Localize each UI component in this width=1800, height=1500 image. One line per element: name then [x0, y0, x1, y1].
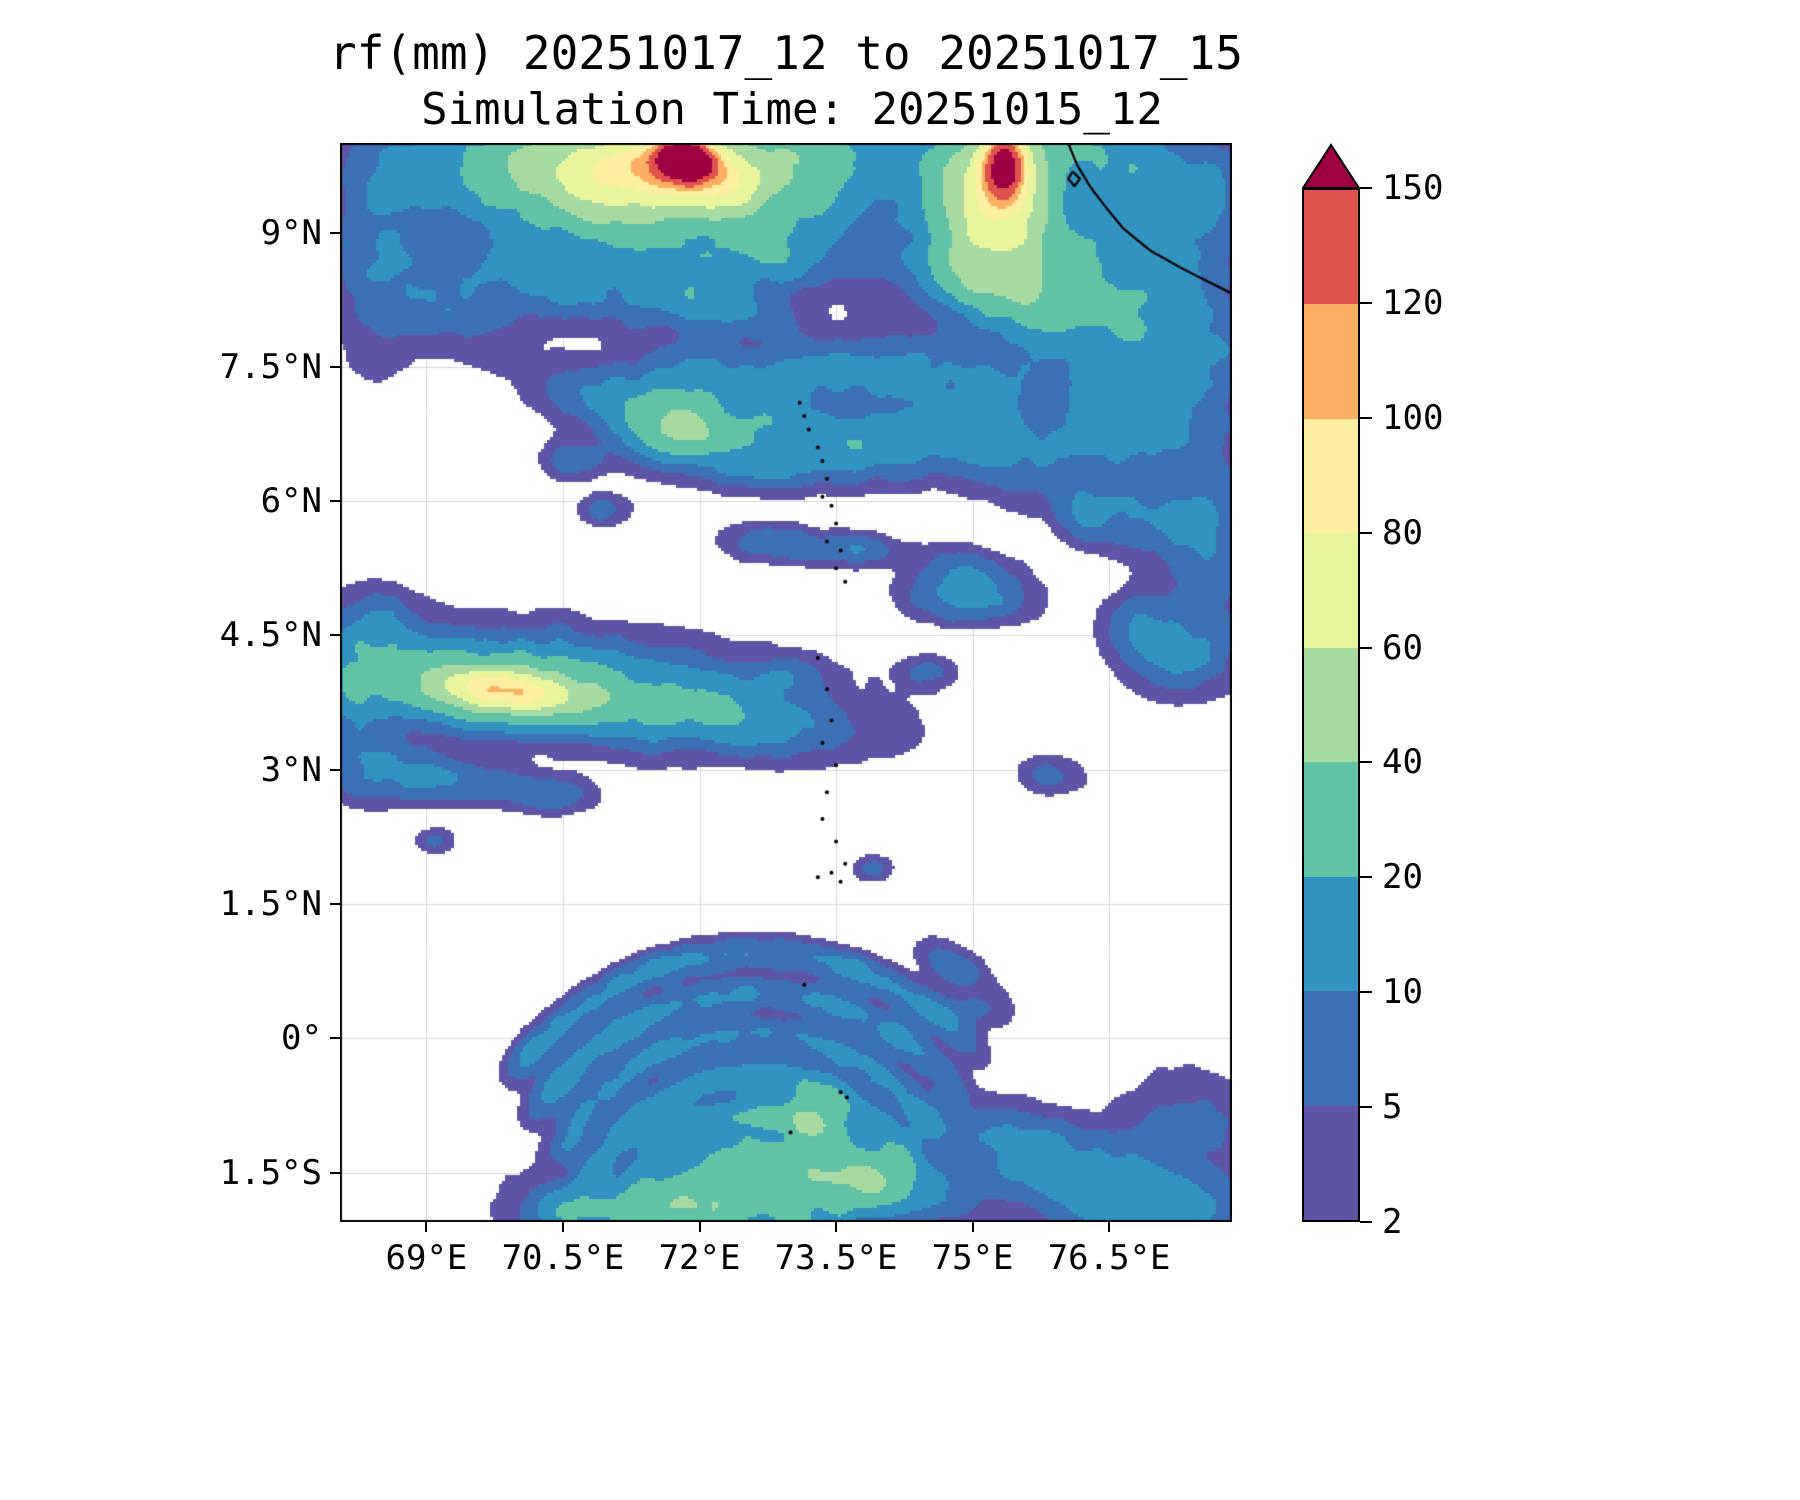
x-tick-label: 75°E [931, 1238, 1014, 1278]
y-tick-mark [330, 231, 340, 234]
colorbar-tick-label: 60 [1382, 627, 1423, 668]
y-tick-label: 9°N [260, 212, 322, 253]
colorbar-tick-label: 80 [1382, 512, 1423, 553]
colorbar: 2 5 10 20 40 60 80 100 120 150 [1302, 143, 1522, 1242]
colorbar-tick-label: 120 [1382, 282, 1444, 323]
map-canvas [340, 143, 1232, 1222]
colorbar-tick-mark [1360, 416, 1372, 419]
y-tick-mark [330, 634, 340, 637]
colorbar-segment [1304, 190, 1358, 305]
colorbar-tick-label: 5 [1382, 1087, 1403, 1128]
colorbar-segment [1304, 1105, 1358, 1220]
colorbar-tick-mark [1360, 1221, 1372, 1223]
y-tick-label: 1.5°S [219, 1152, 322, 1193]
x-tick-mark [971, 1222, 974, 1232]
colorbar-tick-mark [1360, 646, 1372, 649]
colorbar-tick-label: 150 [1382, 168, 1444, 208]
y-tick-mark [330, 1171, 340, 1174]
y-tick-mark [330, 1037, 340, 1040]
colorbar-segment [1304, 762, 1358, 877]
colorbar-tick-mark [1360, 991, 1372, 994]
y-tick-mark [330, 903, 340, 906]
y-tick-mark [330, 500, 340, 503]
colorbar-tick-label: 100 [1382, 397, 1444, 438]
x-tick-mark [698, 1222, 701, 1232]
x-tick-mark [425, 1222, 428, 1232]
colorbar-tick-mark [1360, 876, 1372, 879]
colorbar-segment [1304, 647, 1358, 763]
colorbar-tick-label: 40 [1382, 742, 1423, 783]
x-tick-label: 72°E [658, 1238, 741, 1278]
colorbar-extend-max-triangle [1302, 143, 1360, 189]
chart-title: rf(mm) 20251017_12 to 20251017_15 [329, 26, 1243, 80]
x-tick-mark [835, 1222, 838, 1232]
colorbar-tick-label: 10 [1382, 972, 1423, 1013]
chart-subtitle: Simulation Time: 20251015_12 [421, 84, 1163, 135]
colorbar-tick-mark [1360, 761, 1372, 764]
x-tick-label: 69°E [385, 1238, 468, 1278]
y-tick-label: 4.5°N [219, 615, 322, 656]
colorbar-tick-mark [1360, 301, 1372, 304]
colorbar-tick-mark [1360, 1106, 1372, 1109]
colorbar-gradient-bar [1302, 188, 1360, 1222]
colorbar-tick-label: 2 [1382, 1202, 1403, 1242]
map-plot-area [340, 143, 1232, 1222]
y-tick-label: 6°N [260, 481, 322, 522]
y-tick-label: 1.5°N [219, 884, 322, 925]
colorbar-tick-mark [1360, 187, 1372, 189]
y-tick-mark [330, 768, 340, 771]
colorbar-segment [1304, 876, 1358, 992]
x-tick-label: 70.5°E [501, 1238, 625, 1278]
colorbar-segment [1304, 533, 1358, 648]
x-tick-mark [1108, 1222, 1111, 1232]
x-tick-label: 73.5°E [774, 1238, 898, 1278]
y-tick-label: 0° [281, 1018, 322, 1059]
x-tick-label: 76.5°E [1047, 1238, 1171, 1278]
x-tick-mark [562, 1222, 564, 1232]
colorbar-tick-label: 20 [1382, 857, 1423, 898]
colorbar-segment [1304, 991, 1358, 1106]
y-tick-label: 7.5°N [219, 346, 322, 387]
colorbar-segment [1304, 418, 1358, 534]
colorbar-segment [1304, 304, 1358, 419]
y-tick-label: 3°N [260, 749, 322, 790]
y-tick-mark [330, 365, 340, 368]
colorbar-tick-mark [1360, 531, 1372, 534]
